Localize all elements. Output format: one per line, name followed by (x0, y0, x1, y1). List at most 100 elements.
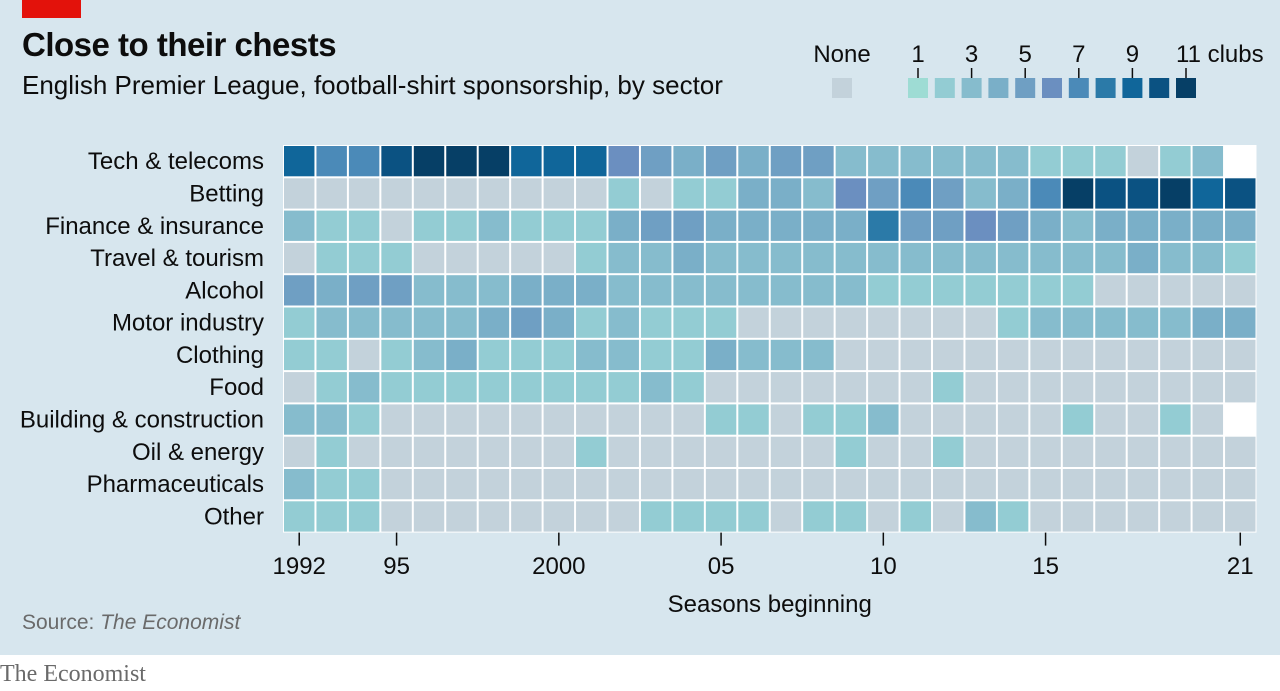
legend-swatch (1122, 78, 1143, 98)
heatmap-cell (284, 178, 315, 209)
heatmap-cell (348, 178, 380, 209)
heatmap-cell (997, 210, 1029, 241)
heatmap-cell (576, 372, 607, 403)
heatmap-cell (900, 210, 931, 241)
heatmap-cell (965, 242, 996, 274)
heatmap-cell (446, 469, 477, 500)
heatmap-cell (543, 469, 575, 500)
heatmap-chart: Tech & telecoms Betting Finance & insuranc… (20, 41, 1264, 618)
heatmap-cell (511, 210, 542, 241)
heatmap-cell (868, 404, 899, 435)
heatmap-cell (1127, 210, 1159, 241)
heatmap-cell (1095, 210, 1126, 241)
heatmap-cell (1127, 146, 1159, 177)
heatmap-cell (738, 501, 769, 532)
row-label: Travel & tourism (90, 245, 264, 272)
heatmap-cell (1095, 275, 1126, 306)
heatmap-cell (738, 372, 769, 403)
heatmap-cell (835, 178, 867, 209)
heatmap-cell (933, 339, 964, 371)
heatmap-cell (803, 307, 834, 338)
heatmap-cell (835, 372, 867, 403)
heatmap-cell (705, 404, 737, 435)
heatmap-cell (803, 242, 834, 274)
heatmap-cell (511, 307, 542, 338)
heatmap-cell (543, 404, 575, 435)
heatmap-cell (478, 242, 510, 274)
heatmap-cell (835, 339, 867, 371)
heatmap-cell (738, 436, 769, 467)
heatmap-cell (543, 307, 575, 338)
heatmap-cell (803, 404, 834, 435)
heatmap-cell (316, 501, 347, 532)
heatmap-cell (868, 501, 899, 532)
heatmap-cell (284, 372, 315, 403)
heatmap-cell (1160, 404, 1191, 435)
heatmap-cell (835, 210, 867, 241)
heatmap-cell (1095, 178, 1126, 209)
heatmap-cell (1030, 501, 1061, 532)
heatmap-cell (1095, 372, 1126, 403)
heatmap-cell (1127, 501, 1159, 532)
heatmap-cell (1127, 242, 1159, 274)
heatmap-cell (1192, 242, 1224, 274)
heatmap-cell (997, 242, 1029, 274)
heatmap-cell (965, 275, 996, 306)
x-tick-label: 15 (1032, 553, 1059, 580)
heatmap-cell (835, 436, 867, 467)
row-label: Food (209, 374, 264, 401)
heatmap-cell (900, 146, 931, 177)
heatmap-cell (543, 436, 575, 467)
heatmap-cell (1127, 372, 1159, 403)
heatmap-cell (1030, 436, 1061, 467)
heatmap-cell (576, 210, 607, 241)
heatmap-cell (933, 242, 964, 274)
heatmap-cell (997, 372, 1029, 403)
heatmap-cell (446, 275, 477, 306)
heatmap-cell (1192, 275, 1224, 306)
heatmap-cell (673, 307, 704, 338)
heatmap-cell (316, 307, 347, 338)
heatmap-cell (543, 210, 575, 241)
heatmap-cell (446, 501, 477, 532)
source-note: Source: The Economist (22, 611, 240, 635)
heatmap-cell (284, 469, 315, 500)
heatmap-cell (608, 372, 639, 403)
heatmap-cell (1192, 436, 1224, 467)
heatmap-cell (803, 436, 834, 467)
heatmap-cell (900, 339, 931, 371)
heatmap-cell (1030, 210, 1061, 241)
heatmap-cell (640, 275, 672, 306)
source-name: The Economist (100, 611, 241, 634)
heatmap-cell (1192, 307, 1224, 338)
heatmap-cell (413, 501, 445, 532)
heatmap-cell (965, 146, 996, 177)
heatmap-cell (738, 242, 769, 274)
heatmap-cell (965, 307, 996, 338)
heatmap-cell (803, 501, 834, 532)
heatmap-cell (965, 178, 996, 209)
heatmap-cell (1225, 339, 1256, 371)
heatmap-cell (640, 372, 672, 403)
heatmap-cell (1095, 146, 1126, 177)
heatmap-cell (1192, 501, 1224, 532)
heatmap-cell (1062, 469, 1094, 500)
heatmap-cell (511, 242, 542, 274)
heatmap-cell (413, 146, 445, 177)
source-label: Source: (22, 611, 101, 634)
heatmap-cell (1030, 146, 1061, 177)
heatmap-cell (381, 339, 412, 371)
heatmap-cell (608, 436, 639, 467)
chart-title: Close to their chests (22, 26, 337, 63)
heatmap-cell (316, 436, 347, 467)
heatmap-cell (673, 372, 704, 403)
heatmap-cell (1095, 339, 1126, 371)
legend-swatch (1068, 78, 1089, 98)
heatmap-cell (381, 210, 412, 241)
heatmap-cell (1062, 275, 1094, 306)
heatmap-cell (1160, 501, 1191, 532)
heatmap-cell (1030, 339, 1061, 371)
heatmap-cell (316, 242, 347, 274)
heatmap-cell (348, 469, 380, 500)
heatmap-cell (1225, 372, 1256, 403)
